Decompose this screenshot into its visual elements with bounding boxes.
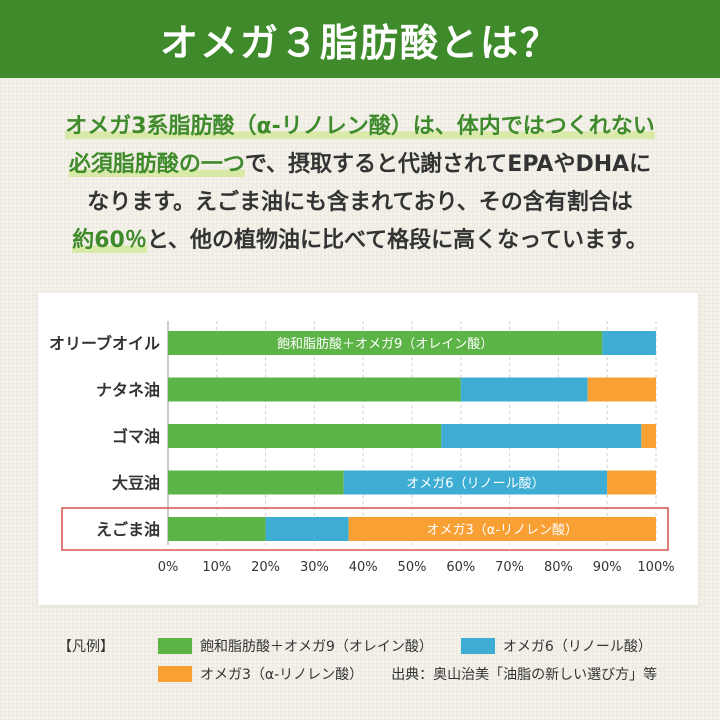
- category-label: ゴマ油: [112, 427, 160, 446]
- bar-segment: [343, 470, 608, 495]
- category-label: えごま油: [96, 520, 160, 539]
- category-label: ナタネ油: [96, 381, 160, 400]
- bar-segment: [168, 331, 603, 355]
- x-tick-label: 0%: [158, 560, 179, 575]
- intro-line-3: なります。えごま油にも含まれており、その含有割合は: [87, 190, 633, 215]
- stacked-bar-chart: 0% 10% 20% 30% 40% 50% 60% 70% 80% 90% 100% オリーブオイル…: [49, 321, 675, 575]
- legend-label: オメガ3（α-リノレン酸）: [200, 667, 364, 683]
- bar-segment: [602, 331, 656, 355]
- bar-label: 飽和脂肪酸＋オメガ9（オレイン酸）: [277, 336, 493, 352]
- x-tick-label: 40%: [349, 560, 378, 575]
- bar-segment: [460, 377, 588, 402]
- legend: 【凡例】 飽和脂肪酸＋オメガ9（オレイン酸） オメガ6（リノール酸） オメガ3（…: [58, 632, 708, 688]
- x-tick-label: 50%: [398, 560, 427, 575]
- legend-item-omega6: オメガ6（リノール酸）: [460, 636, 652, 656]
- legend-label: オメガ6（リノール酸）: [502, 639, 652, 655]
- bar-segment: [587, 377, 656, 402]
- highlight-box: [61, 507, 669, 551]
- legend-swatch-blue: [460, 638, 495, 654]
- bar-segment: [168, 377, 461, 402]
- x-tick-label: 90%: [593, 560, 622, 575]
- bar-segment: [168, 470, 344, 495]
- bar-segment: [265, 517, 349, 541]
- intro-line-1: オメガ3系脂肪酸（α-リノレン酸）は、体内ではつくれない: [65, 114, 655, 139]
- legend-swatch-orange: [158, 666, 192, 682]
- category-label: 大豆油: [112, 474, 160, 493]
- x-tick-label: 80%: [544, 560, 573, 575]
- legend-swatch-green: [158, 638, 192, 654]
- bar-segment: [348, 517, 656, 541]
- intro-line-2: で、摂取すると代謝されてEPAやDHAに: [244, 152, 652, 177]
- bar-label: オメガ6（リノール酸）: [406, 477, 544, 492]
- page-title: オメガ３脂肪酸とは？: [159, 20, 560, 65]
- intro-line-4: と、他の植物油に比べて格段に高くなっています。: [146, 228, 648, 253]
- x-tick-label: 20%: [251, 560, 280, 575]
- bar-segment: [168, 424, 442, 448]
- intro-line-2-highlight: 必須脂肪酸の一つ: [68, 152, 245, 177]
- bar-segment: [641, 424, 656, 448]
- bar-label: オメガ3（α-リノレン酸）: [427, 523, 579, 538]
- x-tick-label: 70%: [495, 560, 524, 575]
- bar-segment: [168, 517, 266, 541]
- category-label: オリーブオイル: [49, 334, 160, 353]
- intro-text: オメガ3系脂肪酸（α-リノレン酸）は、体内ではつくれない 必須脂肪酸の一つで、摂…: [0, 108, 720, 260]
- page-header: オメガ３脂肪酸とは？: [0, 0, 720, 78]
- bar-segment: [607, 470, 656, 495]
- x-tick-label: 60%: [446, 560, 475, 575]
- legend-heading: 【凡例】: [58, 639, 114, 655]
- legend-item-omega3: オメガ3（α-リノレン酸）: [158, 664, 363, 684]
- x-tick-label: 10%: [202, 560, 231, 575]
- x-tick-label: 30%: [300, 560, 329, 575]
- source-note: 出典：奥山治美「油脂の新しい選び方」等: [391, 667, 658, 683]
- x-tick-label: 100%: [637, 560, 674, 575]
- legend-item-omega9: 飽和脂肪酸＋オメガ9（オレイン酸）: [158, 636, 433, 656]
- chart-card: 0% 10% 20% 30% 40% 50% 60% 70% 80% 90% 100% オリーブオイル…: [38, 293, 698, 605]
- legend-label: 飽和脂肪酸＋オメガ9（オレイン酸）: [200, 639, 433, 655]
- bar-segment: [441, 424, 642, 448]
- intro-line-4-highlight: 約60％: [72, 228, 147, 253]
